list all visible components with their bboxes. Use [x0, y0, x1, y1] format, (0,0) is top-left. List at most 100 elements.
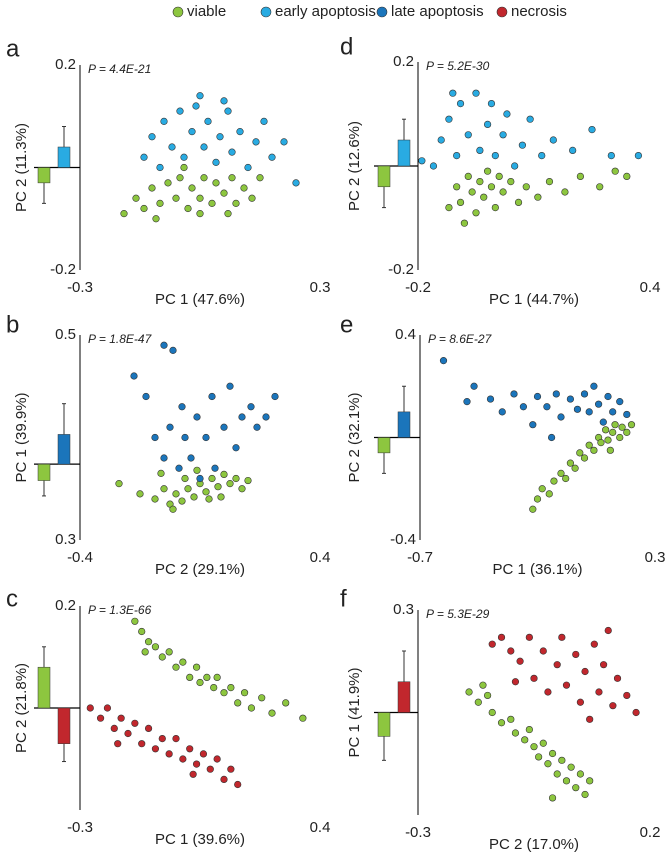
point — [585, 441, 593, 449]
point — [576, 449, 584, 457]
point — [572, 650, 580, 659]
y-tick-label: 0.2 — [393, 53, 414, 70]
legend-swatch — [172, 6, 184, 18]
point — [227, 765, 235, 773]
point — [533, 495, 542, 503]
point — [282, 699, 290, 707]
point — [160, 117, 168, 125]
point — [138, 627, 146, 636]
x-tick-label: 0.3 — [645, 549, 666, 566]
point — [86, 704, 94, 712]
point — [202, 433, 210, 442]
point — [618, 423, 626, 431]
point — [530, 674, 538, 682]
point — [586, 715, 594, 723]
point — [548, 794, 557, 802]
point — [549, 136, 557, 144]
point — [190, 493, 198, 501]
point — [511, 729, 520, 737]
point — [572, 784, 580, 792]
point — [538, 152, 546, 160]
point — [566, 459, 575, 467]
point — [632, 708, 640, 717]
y-tick-label: -0.4 — [390, 531, 416, 548]
x-tick-label: 0.4 — [640, 279, 661, 296]
y-axis-label: PC 2 (12.6%) — [346, 121, 363, 211]
point — [567, 763, 575, 771]
mean-bar — [37, 463, 51, 481]
point — [445, 115, 453, 123]
point — [216, 133, 224, 141]
point — [144, 724, 153, 733]
point — [599, 661, 608, 669]
point — [130, 372, 138, 380]
point — [180, 153, 188, 161]
mean-bar — [397, 681, 411, 713]
point — [160, 485, 168, 493]
y-tick-label: 0.3 — [393, 601, 414, 618]
point — [156, 199, 164, 207]
panel-letter: d — [340, 33, 353, 60]
x-tick-label: -0.2 — [405, 279, 431, 296]
point — [205, 495, 213, 503]
point — [464, 131, 472, 139]
point — [220, 470, 228, 479]
point — [499, 188, 507, 196]
point — [585, 408, 593, 416]
y-tick-label: 0.5 — [55, 326, 76, 343]
point — [456, 99, 465, 108]
point — [247, 704, 256, 712]
y-tick-label: 0.3 — [55, 531, 76, 548]
p-value: P = 5.2E-30 — [426, 59, 490, 73]
point — [507, 647, 515, 655]
x-tick-label: 0.4 — [310, 819, 331, 836]
point — [165, 750, 173, 758]
point — [212, 179, 220, 187]
y-tick-label: 0.4 — [395, 326, 416, 343]
point — [472, 209, 480, 217]
point — [497, 719, 506, 727]
mean-bar — [57, 434, 71, 465]
point — [213, 755, 221, 763]
point — [232, 199, 240, 207]
point — [613, 674, 622, 682]
legend-label: late apoptosis — [391, 3, 484, 20]
point — [604, 392, 612, 401]
point — [196, 210, 204, 218]
p-value: P = 8.6E-27 — [428, 332, 493, 346]
point — [268, 153, 276, 161]
point — [488, 708, 496, 717]
point — [437, 136, 445, 144]
point — [538, 485, 546, 493]
point — [178, 403, 186, 411]
point — [562, 681, 571, 689]
point — [548, 749, 557, 758]
p-value: P = 4.4E-21 — [88, 62, 151, 76]
point — [199, 750, 208, 758]
point — [596, 183, 604, 191]
point — [533, 392, 542, 401]
point — [460, 219, 469, 227]
point — [609, 408, 617, 416]
point — [634, 152, 643, 160]
point — [200, 143, 208, 151]
point — [292, 179, 300, 187]
point — [196, 92, 204, 100]
point — [627, 421, 636, 429]
point — [226, 382, 234, 390]
point — [181, 474, 189, 483]
point — [124, 729, 132, 738]
point — [604, 626, 612, 635]
point — [200, 174, 208, 182]
point — [172, 490, 180, 498]
point — [132, 194, 140, 202]
point — [247, 403, 255, 411]
point — [178, 497, 186, 505]
point — [140, 204, 148, 213]
point — [453, 152, 461, 160]
y-axis-label: PC 2 (21.8%) — [13, 663, 30, 753]
point — [138, 740, 146, 748]
point — [179, 658, 187, 666]
x-axis-label: PC 2 (17.0%) — [489, 836, 579, 853]
legend-swatch — [260, 6, 272, 18]
